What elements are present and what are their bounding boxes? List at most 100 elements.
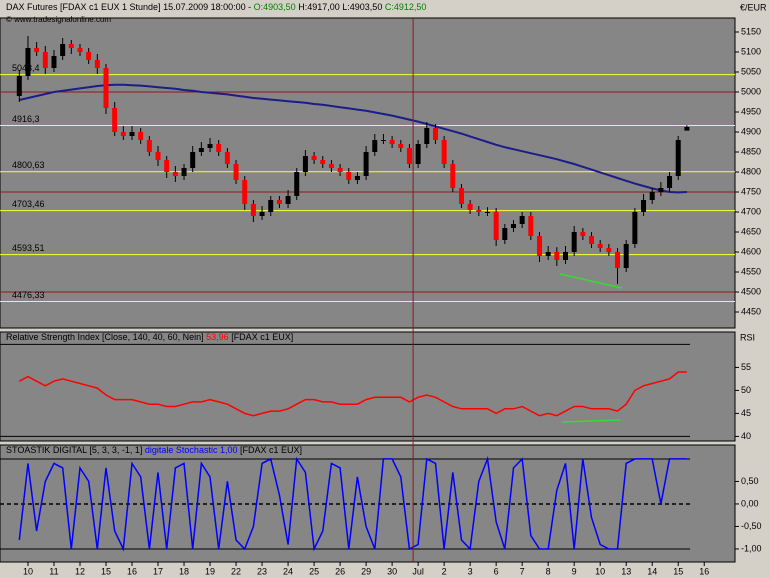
indicator-line (18, 371, 687, 417)
candle-body (441, 140, 447, 164)
candle-body (458, 188, 464, 204)
candle-body (25, 48, 31, 76)
y-tick-label: 55 (741, 362, 751, 372)
x-tick-label: 30 (387, 566, 397, 576)
candle-body (389, 140, 395, 144)
candle-body (684, 127, 690, 131)
candle-body (493, 212, 499, 240)
x-tick-label: 16 (127, 566, 137, 576)
y-tick-label: -0,50 (741, 521, 762, 531)
y-tick-label: 0,50 (741, 476, 759, 486)
candle-body (632, 212, 638, 244)
rsi-title: Relative Strength Index [Close, 140, 40,… (6, 332, 204, 342)
divergence-line (559, 273, 623, 289)
y-tick-label: 4800 (741, 166, 761, 176)
candle-body (424, 128, 430, 144)
chart-title: DAX Futures [FDAX c1 EUX 1 Stunde] 15.07… (6, 2, 251, 12)
x-tick-label: 24 (283, 566, 293, 576)
y-tick-label: 4600 (741, 246, 761, 256)
y-tick-label: 50 (741, 385, 751, 395)
x-tick-label: 26 (335, 566, 345, 576)
candle-body (554, 252, 560, 260)
candle-body (363, 152, 369, 176)
price-header: DAX Futures [FDAX c1 EUX 1 Stunde] 15.07… (6, 2, 426, 12)
candle-body (510, 224, 516, 228)
stoch-header: STOASTIK DIGITAL [5, 3, 3, -1, 1] digita… (6, 445, 302, 455)
candle-body (484, 212, 490, 213)
candle-body (328, 164, 334, 168)
ohlc-high: H:4917,00 (298, 2, 340, 12)
candle-body (502, 228, 508, 240)
candle-body (346, 172, 352, 180)
candle-body (276, 200, 282, 204)
candle-body (129, 132, 135, 136)
candle-body (563, 252, 569, 260)
candle-body (120, 132, 126, 136)
x-tick-label: 25 (309, 566, 319, 576)
y-tick-label: 5000 (741, 86, 761, 96)
x-tick-label: 19 (205, 566, 215, 576)
candle-body (606, 248, 612, 252)
stoch-value: digitale Stochastic 1,00 (145, 445, 238, 455)
candle-body (112, 108, 118, 132)
candle-body (268, 200, 274, 212)
ohlc-low: L:4903,50 (342, 2, 382, 12)
candle-body (146, 140, 152, 152)
y-tick-label: 4700 (741, 206, 761, 216)
candle-body (311, 156, 317, 160)
candle-body (294, 172, 300, 196)
x-tick-label: 9 (572, 566, 577, 576)
candle-body (155, 152, 161, 160)
candle-body (380, 140, 386, 141)
candle-body (415, 144, 421, 164)
stoch-suffix: [FDAX c1 EUX] (240, 445, 302, 455)
y-tick-label: 45 (741, 408, 751, 418)
candle-body (77, 48, 83, 52)
ohlc-open: O:4903,50 (254, 2, 296, 12)
level-label: 4703,46 (12, 199, 45, 209)
x-tick-label: 2 (442, 566, 447, 576)
candle-body (42, 52, 48, 68)
x-tick-label: 14 (647, 566, 657, 576)
candle-body (571, 232, 577, 252)
x-tick-label: 8 (546, 566, 551, 576)
candle-body (68, 44, 74, 48)
level-label: 4593,51 (12, 243, 45, 253)
candle-body (432, 128, 438, 140)
candle-body (172, 172, 178, 176)
x-tick-label: 18 (179, 566, 189, 576)
rsi-value: 53,96 (206, 332, 229, 342)
x-tick-label: 16 (699, 566, 709, 576)
moving-average (19, 83, 687, 194)
candle-body (259, 212, 265, 216)
x-tick-label: 29 (361, 566, 371, 576)
candle-body (216, 144, 222, 152)
candle-body (198, 148, 204, 152)
stoch-title: STOASTIK DIGITAL [5, 3, 3, -1, 1] (6, 445, 142, 455)
candle-body (207, 144, 213, 148)
x-tick-label: 6 (494, 566, 499, 576)
candle-body (224, 152, 230, 164)
candle-body (623, 244, 629, 268)
y-tick-label: 4900 (741, 126, 761, 136)
divergence-line (561, 419, 621, 423)
x-tick-label: 22 (231, 566, 241, 576)
x-tick-label: Jul (412, 566, 424, 576)
candle-body (597, 244, 603, 248)
candle-body (372, 140, 378, 152)
x-tick-label: 15 (673, 566, 683, 576)
y-tick-label: 5050 (741, 66, 761, 76)
candle-body (398, 144, 404, 148)
candle-body (60, 44, 66, 56)
rsi-header: Relative Strength Index [Close, 140, 40,… (6, 332, 293, 342)
y-axis-label: €/EUR (740, 2, 767, 12)
candle-body (476, 210, 482, 212)
x-tick-label: 13 (621, 566, 631, 576)
y-tick-label: 40 (741, 431, 751, 441)
candle-body (354, 176, 360, 180)
y-tick-label: 4500 (741, 286, 761, 296)
candle-body (16, 76, 22, 96)
x-tick-label: 10 (595, 566, 605, 576)
x-tick-label: 12 (75, 566, 85, 576)
